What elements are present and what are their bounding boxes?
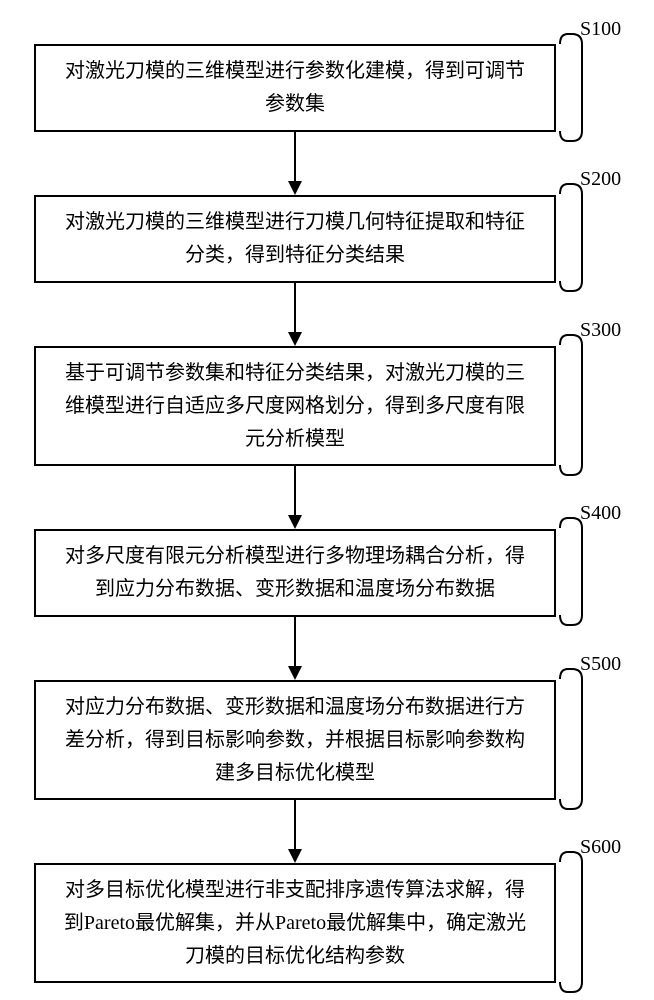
step-box-s100: 对激光刀模的三维模型进行参数化建模，得到可调节参数集: [34, 44, 556, 132]
curly-brace-s100: [556, 30, 586, 145]
step-label-s600: S600: [580, 836, 621, 859]
label-text: S400: [580, 502, 621, 524]
curly-brace-s400: [556, 514, 586, 629]
arrow-s300-s400: [285, 466, 305, 529]
step-label-s100: S100: [580, 18, 621, 41]
label-text: S600: [580, 836, 621, 858]
step-box-s200: 对激光刀模的三维模型进行刀模几何特征提取和特征分类，得到特征分类结果: [34, 195, 556, 283]
step-text: 对激光刀模的三维模型进行参数化建模，得到可调节参数集: [60, 55, 530, 121]
step-box-s600: 对多目标优化模型进行非支配排序遗传算法求解，得到Pareto最优解集，并从Par…: [34, 863, 556, 983]
step-label-s200: S200: [580, 168, 621, 191]
label-text: S100: [580, 18, 621, 40]
step-label-s300: S300: [580, 319, 621, 342]
step-box-s500: 对应力分布数据、变形数据和温度场分布数据进行方差分析，得到目标影响参数，并根据目…: [34, 680, 556, 800]
step-box-s400: 对多尺度有限元分析模型进行多物理场耦合分析，得到应力分布数据、变形数据和温度场分…: [34, 529, 556, 617]
label-text: S500: [580, 653, 621, 675]
step-text: 对应力分布数据、变形数据和温度场分布数据进行方差分析，得到目标影响参数，并根据目…: [60, 691, 530, 790]
arrow-s200-s300: [285, 283, 305, 346]
curly-brace-s500: [556, 665, 586, 813]
arrow-s100-s200: [285, 132, 305, 195]
step-text: 对多目标优化模型进行非支配排序遗传算法求解，得到Pareto最优解集，并从Par…: [60, 874, 530, 973]
step-label-s400: S400: [580, 502, 621, 525]
step-label-s500: S500: [580, 653, 621, 676]
arrow-s400-s500: [285, 617, 305, 680]
curly-brace-s600: [556, 848, 586, 996]
arrow-s500-s600: [285, 800, 305, 863]
step-text: 对多尺度有限元分析模型进行多物理场耦合分析，得到应力分布数据、变形数据和温度场分…: [60, 540, 530, 606]
step-text: 对激光刀模的三维模型进行刀模几何特征提取和特征分类，得到特征分类结果: [60, 206, 530, 272]
curly-brace-s300: [556, 331, 586, 479]
step-text: 基于可调节参数集和特征分类结果，对激光刀模的三维模型进行自适应多尺度网格划分，得…: [60, 357, 530, 456]
label-text: S200: [580, 168, 621, 190]
flowchart-container: 对激光刀模的三维模型进行参数化建模，得到可调节参数集 S100 对激光刀模的三维…: [0, 0, 654, 1000]
step-box-s300: 基于可调节参数集和特征分类结果，对激光刀模的三维模型进行自适应多尺度网格划分，得…: [34, 346, 556, 466]
curly-brace-s200: [556, 180, 586, 295]
label-text: S300: [580, 319, 621, 341]
